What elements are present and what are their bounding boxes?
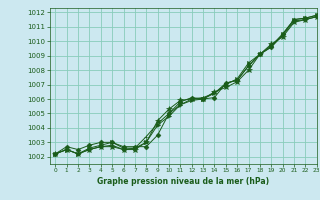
X-axis label: Graphe pression niveau de la mer (hPa): Graphe pression niveau de la mer (hPa) — [97, 177, 269, 186]
